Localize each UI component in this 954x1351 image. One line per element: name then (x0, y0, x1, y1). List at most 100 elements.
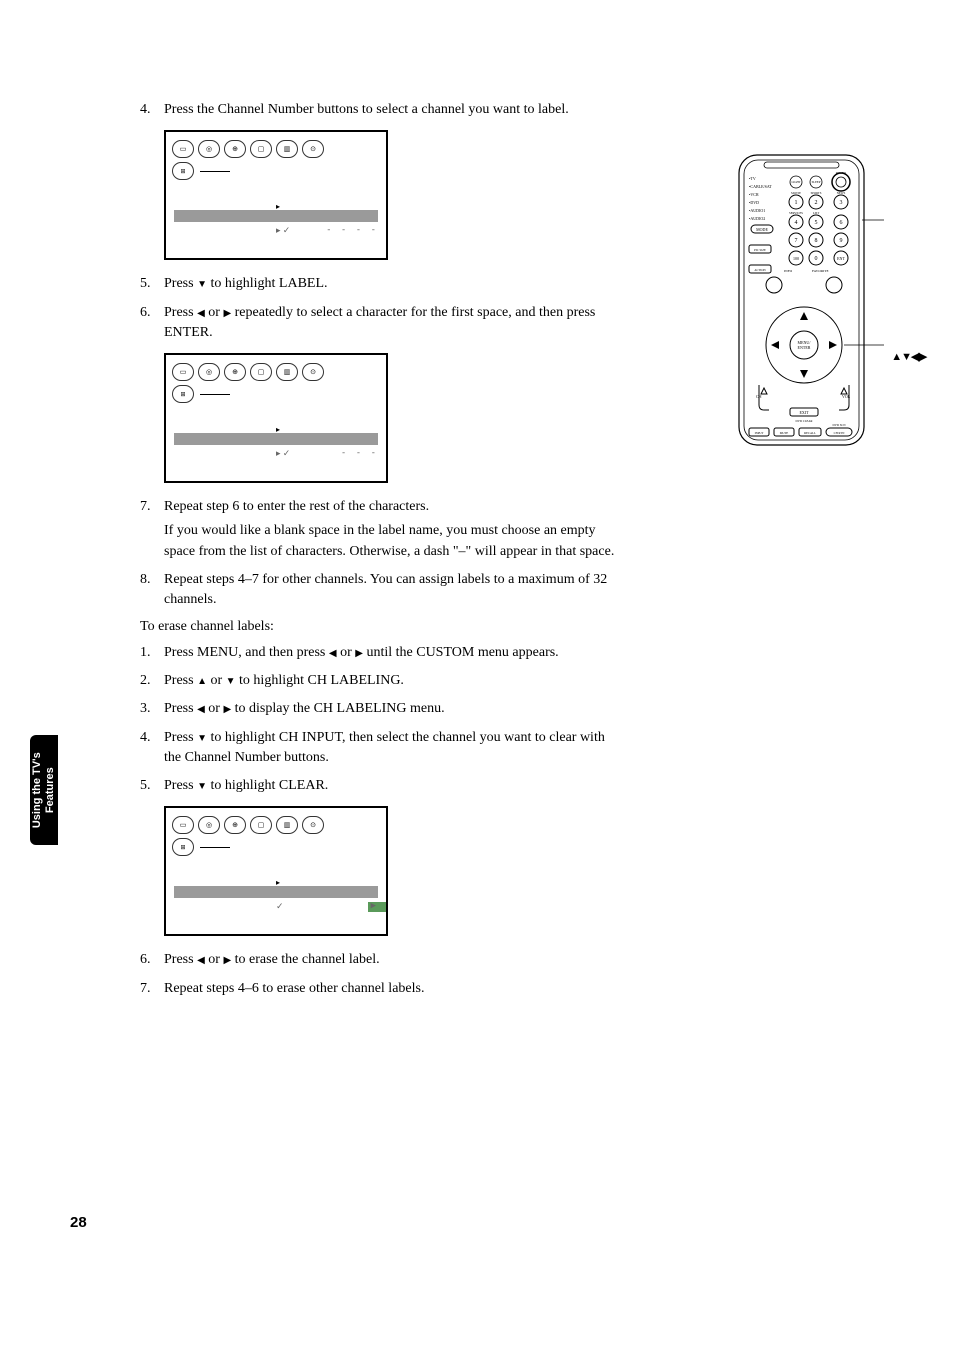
screenshot-clear: ▭ ◎ ⊕ ▢ ▥ ⊙ ⊞ ▸ ✓ ▶ (164, 806, 388, 936)
erase-step-1: 1. Press MENU, and then press or until t… (140, 643, 620, 663)
left-arrow-icon (329, 645, 337, 660)
remote-diagram: •TV •CABLE/SAT •VCR •DVD •AUDIO1 •AUDIO2… (734, 150, 884, 450)
label-placeholder: - - - - (326, 225, 378, 235)
step-num: 5. (140, 776, 151, 796)
step-num: 8. (140, 570, 151, 590)
svg-text:EXIT: EXIT (799, 410, 809, 415)
step-text-suffix: to erase the channel label. (231, 952, 379, 967)
erase-step-2: 2. Press or to highlight CH LABELING. (140, 671, 620, 691)
svg-text:3: 3 (840, 200, 843, 206)
erase-step-6: 6. Press or to erase the channel label. (140, 950, 620, 970)
menu-icon: ◎ (198, 363, 220, 381)
step-text-mid: or (207, 673, 226, 688)
step-text: Press the Channel Number buttons to sele… (164, 102, 569, 117)
menu-icon: ◎ (198, 816, 220, 834)
svg-text:MODE: MODE (756, 227, 768, 232)
cursor-icon: ▸ ✓ (276, 225, 290, 236)
menu-icon: ▭ (172, 363, 194, 381)
step-text-mid: or (337, 645, 356, 660)
sub-icon: ⊞ (172, 162, 194, 180)
svg-text:100: 100 (793, 256, 799, 261)
step-text-suffix: to highlight LABEL. (207, 276, 328, 291)
step-num: 3. (140, 699, 151, 719)
svg-text:ACTION: ACTION (754, 268, 766, 272)
right-arrow-icon (223, 952, 231, 967)
svg-text:8: 8 (815, 238, 818, 244)
step-text: Repeat steps 4–7 for other channels. You… (164, 572, 607, 607)
right-arrow: ▶ (371, 901, 378, 911)
side-tab-line1: Using the TV's (31, 752, 43, 828)
menu-icon: ▥ (276, 140, 298, 158)
step-text-prefix: Press MENU, and then press (164, 645, 329, 660)
step-text-suffix: to highlight CLEAR. (207, 778, 328, 793)
svg-text:NEWS: NEWS (837, 191, 846, 195)
svg-text:DVD SCN: DVD SCN (832, 423, 846, 427)
svg-text:VOL: VOL (842, 394, 851, 399)
erase-step-5: 5. Press to highlight CLEAR. (140, 776, 620, 796)
step-5: 5. Press to highlight LABEL. (140, 274, 620, 294)
erase-step-4: 4. Press to highlight CH INPUT, then sel… (140, 728, 620, 769)
marker-icon: ▸ (276, 425, 282, 433)
svg-text:LIST: LIST (813, 211, 820, 215)
menu-icon: ▥ (276, 363, 298, 381)
highlight-bar (174, 433, 378, 445)
sub-icon: ⊞ (172, 838, 194, 856)
step-num: 4. (140, 728, 151, 748)
step-4: 4. Press the Channel Number buttons to s… (140, 100, 620, 120)
svg-text:ENT: ENT (837, 256, 845, 261)
step-text-prefix: Press (164, 701, 197, 716)
up-arrow-icon (197, 673, 207, 688)
sub-icon: ⊞ (172, 385, 194, 403)
step-text: Repeat steps 4–6 to erase other channel … (164, 981, 424, 996)
step-text-prefix: Press (164, 305, 197, 320)
menu-icon: ▥ (276, 816, 298, 834)
marker-icon: ▸ (276, 878, 282, 886)
down-arrow-icon (226, 673, 236, 688)
svg-text:•TV: •TV (749, 176, 756, 181)
menu-icon: ◎ (198, 140, 220, 158)
erase-list: 1. Press MENU, and then press or until t… (140, 643, 620, 999)
erase-step-7: 7. Repeat steps 4–6 to erase other chann… (140, 979, 620, 999)
step-text-suffix: to highlight CH LABELING. (236, 673, 404, 688)
step-num: 2. (140, 671, 151, 691)
step-subtext: If you would like a blank space in the l… (164, 521, 620, 562)
svg-text:MUTE: MUTE (780, 431, 789, 435)
svg-text:1: 1 (795, 200, 798, 206)
svg-text:RECALL: RECALL (804, 431, 816, 435)
screenshot-character: ▭ ◎ ⊕ ▢ ▥ ⊙ ⊞ ▸ ▸ ✓ - - - (164, 353, 388, 483)
svg-text:CH RTN: CH RTN (834, 431, 846, 435)
step-text-prefix: Press (164, 673, 197, 688)
svg-text:4: 4 (795, 220, 798, 226)
cursor-icon: ✓ (276, 901, 284, 912)
svg-text:LIGHT: LIGHT (792, 180, 801, 184)
step-num: 4. (140, 100, 151, 120)
left-arrow-icon (197, 701, 205, 716)
down-arrow-icon (197, 730, 207, 745)
erase-heading: To erase channel labels: (140, 619, 620, 635)
menu-icon: ⊙ (302, 363, 324, 381)
svg-text:•CABLE/SAT: •CABLE/SAT (749, 184, 772, 189)
page-number: 28 (70, 1214, 87, 1231)
svg-text:7: 7 (795, 238, 798, 244)
step-text-prefix: Press (164, 730, 197, 745)
underline-icon (200, 394, 230, 395)
right-arrow-icon (223, 701, 231, 716)
left-arrow-icon (197, 952, 205, 967)
left-arrow-icon (197, 305, 205, 320)
underline-icon (200, 171, 230, 172)
menu-icon: ▢ (250, 816, 272, 834)
svg-text:SLEEP: SLEEP (812, 180, 821, 184)
step-text-mid: or (205, 305, 224, 320)
svg-text:SERVICES: SERVICES (789, 211, 803, 215)
down-arrow-icon (197, 778, 207, 793)
svg-text:SPORTS: SPORTS (811, 191, 822, 195)
step-text-mid: or (205, 701, 224, 716)
step-num: 7. (140, 979, 151, 999)
right-arrow-icon (223, 305, 231, 320)
step-num: 7. (140, 497, 151, 517)
svg-text:INPUT: INPUT (755, 431, 764, 435)
menu-icon: ⊕ (224, 140, 246, 158)
step-num: 6. (140, 950, 151, 970)
svg-text:6: 6 (840, 220, 843, 226)
step-text-prefix: Press (164, 952, 197, 967)
